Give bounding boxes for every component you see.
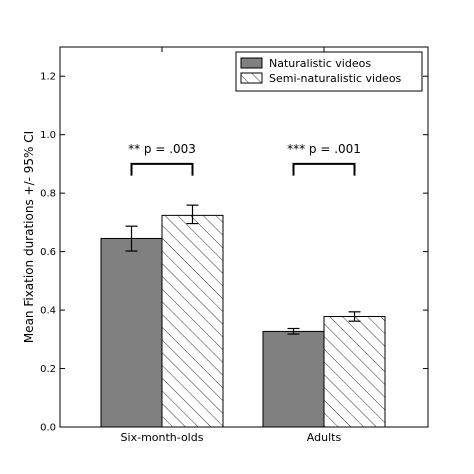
- y-tick-label: 0.6: [40, 247, 56, 258]
- x-axis: Six-month-olds Adults: [121, 47, 342, 444]
- bar-semi-naturalistic-0: [161, 214, 224, 428]
- significance-label: *** p = .001: [287, 142, 361, 156]
- legend: Naturalistic videos Semi-naturalistic vid…: [235, 51, 423, 92]
- y-tick-label: 1.0: [40, 130, 56, 141]
- y-tick-label: 0.2: [40, 364, 56, 375]
- bar-naturalistic-0: [100, 237, 163, 428]
- significance-bracket: [130, 162, 194, 176]
- y-tick-label: 0.4: [40, 306, 56, 317]
- y-axis: 0.0 0.2 0.4 0.6 0.8 1.0 1.2: [40, 72, 428, 434]
- legend-box: [235, 51, 423, 92]
- annotations-layer: ** p = .003 *** p = .001: [128, 142, 361, 176]
- legend-swatch-naturalistic: [240, 57, 263, 69]
- significance-bracket: [292, 162, 356, 176]
- plot-frame: [59, 46, 429, 428]
- bar-semi-naturalistic-1: [323, 316, 386, 428]
- bars-layer: [100, 214, 386, 428]
- legend-label: Naturalistic videos: [269, 57, 371, 70]
- legend-swatch-semi-naturalistic: [240, 72, 263, 84]
- y-tick-label: 0.0: [40, 423, 56, 434]
- legend-label: Semi-naturalistic videos: [269, 72, 402, 85]
- y-tick-label: 1.2: [40, 72, 56, 83]
- y-tick-label: 0.8: [40, 189, 56, 200]
- error-bars-layer: [125, 204, 361, 335]
- significance-label: ** p = .003: [128, 142, 196, 156]
- x-category-label: Six-month-olds: [121, 431, 204, 444]
- x-category-label: Adults: [307, 431, 342, 444]
- y-axis-label: Mean Fixation durations +/- 95% CI: [22, 131, 36, 343]
- bar-naturalistic-1: [262, 330, 325, 428]
